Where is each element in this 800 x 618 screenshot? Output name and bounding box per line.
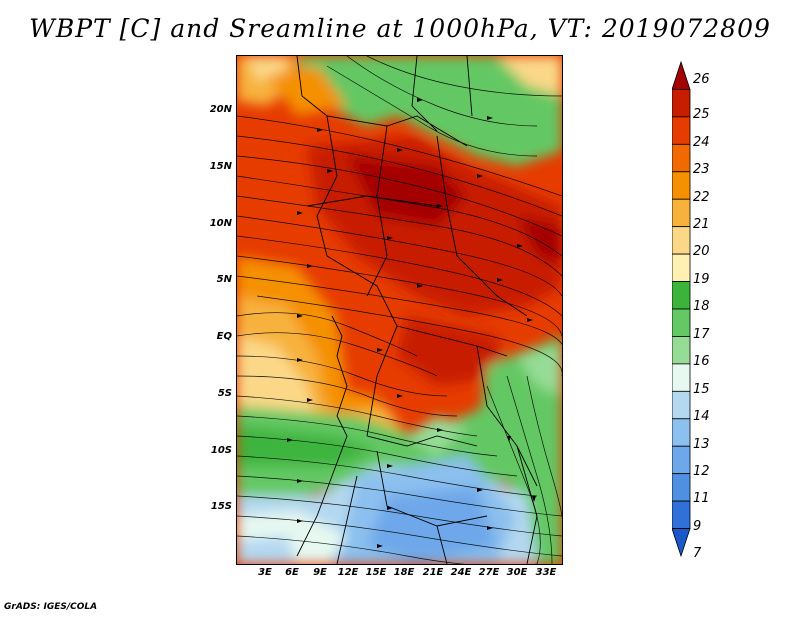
- lon-tick-label: 18E: [393, 567, 415, 578]
- colorbar-tick-label: 9: [693, 518, 702, 534]
- lon-tick-label: 15E: [365, 567, 387, 578]
- lat-tick-label: 10S: [210, 445, 232, 456]
- lat-tick-label: 15S: [210, 501, 232, 512]
- colorbar-tick-label: 15: [693, 381, 710, 397]
- lat-tick-label: 5S: [217, 388, 232, 399]
- colorbar-tick-label: 17: [693, 326, 710, 342]
- colorbar-tick-label: 19: [693, 271, 710, 287]
- lon-tick-label: 21E: [422, 567, 444, 578]
- lat-tick-label: 15N: [209, 161, 232, 172]
- colorbar-tick-label: 25: [693, 107, 710, 123]
- lon-tick-label: 9E: [313, 567, 327, 578]
- colorbar-tick-label: 24: [693, 134, 710, 150]
- colorbar-segment: [672, 390, 691, 420]
- colorbar-tick-label: 7: [693, 546, 702, 562]
- colorbar-segment: [672, 418, 691, 447]
- chart-title: WBPT [C] and Sreamline at 1000hPa, VT: 2…: [29, 14, 771, 43]
- colorbar-segment: [672, 89, 691, 118]
- colorbar-segment: [672, 500, 691, 529]
- credit-label: GrADS: IGES/COLA: [4, 602, 98, 612]
- colorbar-segment: [672, 308, 691, 337]
- colorbar-segment: [672, 336, 691, 365]
- colorbar-segment: [672, 143, 691, 173]
- wbpt-field: [237, 56, 562, 564]
- colorbar-tick-label: 26: [693, 71, 710, 87]
- colorbar-segment: [672, 253, 691, 282]
- colorbar-segment: [672, 171, 691, 200]
- lon-tick-label: 12E: [337, 567, 359, 578]
- lon-tick-label: 3E: [258, 567, 272, 578]
- lat-tick-label: 5N: [216, 274, 232, 285]
- lat-tick-label: 20N: [209, 104, 232, 115]
- lon-tick-label: 6E: [285, 567, 299, 578]
- lat-tick-label: 10N: [209, 218, 232, 229]
- lon-tick-label: 30E: [506, 567, 528, 578]
- colorbar-segment: [672, 198, 691, 228]
- colorbar-segment: [672, 363, 691, 392]
- colorbar: [672, 60, 691, 558]
- lon-tick-label: 27E: [478, 567, 500, 578]
- colorbar-tick-label: 12: [693, 463, 710, 479]
- colorbar-tick-label: 14: [693, 409, 710, 425]
- colorbar-segment: [672, 60, 691, 90]
- lat-tick-label: EQ: [216, 331, 232, 342]
- colorbar-tick-label: 21: [693, 216, 710, 232]
- colorbar-segment: [672, 281, 691, 310]
- colorbar-tick-label: 20: [693, 244, 710, 260]
- colorbar-tick-label: 11: [693, 491, 710, 507]
- colorbar-segment: [672, 473, 691, 502]
- lon-tick-label: 24E: [450, 567, 472, 578]
- streamlines: [237, 56, 562, 564]
- colorbar-segment: [672, 445, 691, 475]
- colorbar-segment: [672, 116, 691, 145]
- colorbar-segment: [672, 528, 691, 558]
- map-panel: [236, 55, 563, 565]
- colorbar-segment: [672, 226, 691, 255]
- colorbar-tick-label: 22: [693, 189, 710, 205]
- colorbar-tick-label: 18: [693, 299, 710, 315]
- colorbar-tick-label: 23: [693, 162, 710, 178]
- colorbar-tick-label: 13: [693, 436, 710, 452]
- colorbar-tick-label: 16: [693, 354, 710, 370]
- lon-tick-label: 33E: [535, 567, 557, 578]
- streamline-arrows: [287, 98, 536, 548]
